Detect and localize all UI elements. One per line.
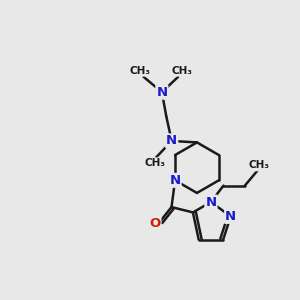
Text: N: N <box>156 86 167 99</box>
Text: N: N <box>166 134 177 147</box>
Text: CH₃: CH₃ <box>248 160 269 170</box>
Text: CH₃: CH₃ <box>144 158 165 168</box>
Text: N: N <box>206 196 217 208</box>
Text: CH₃: CH₃ <box>129 66 150 76</box>
Text: N: N <box>169 174 181 187</box>
Text: O: O <box>149 217 160 230</box>
Text: N: N <box>225 210 236 223</box>
Text: CH₃: CH₃ <box>171 66 192 76</box>
